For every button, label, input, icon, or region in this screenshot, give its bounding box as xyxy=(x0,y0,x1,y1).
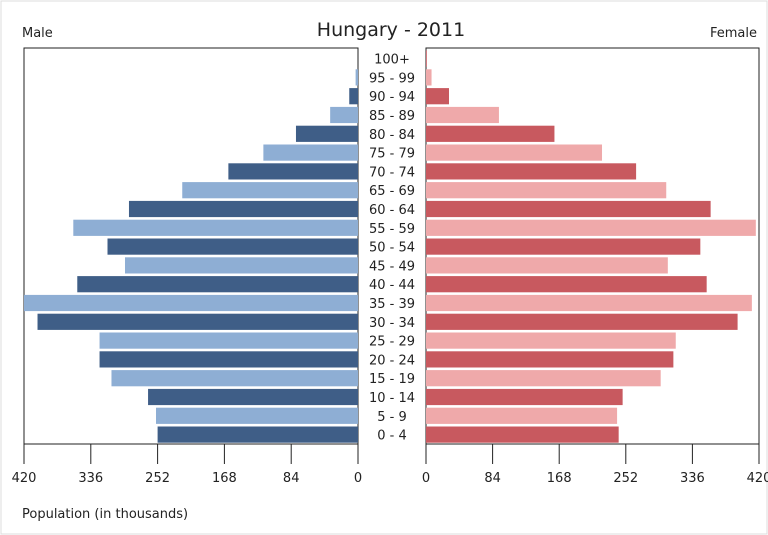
female-bar-55-59 xyxy=(426,219,756,236)
female-bar-25-29 xyxy=(426,332,676,349)
male-bar-75-79 xyxy=(263,144,358,161)
female-bar-45-49 xyxy=(426,257,668,274)
female-bar-20-24 xyxy=(426,351,674,368)
age-group-label: 80 - 84 xyxy=(369,128,415,143)
female-bars xyxy=(426,50,756,443)
male-side-label: Male xyxy=(22,26,53,41)
male-bar-50-54 xyxy=(107,238,358,255)
age-group-label: 0 - 4 xyxy=(377,429,407,444)
female-bar-70-74 xyxy=(426,163,637,180)
female-bar-0-4 xyxy=(426,426,619,443)
age-group-label: 20 - 24 xyxy=(369,353,415,368)
male-tick-label: 420 xyxy=(12,471,37,486)
female-bar-35-39 xyxy=(426,294,752,312)
male-bar-5-9 xyxy=(156,407,358,424)
age-group-label: 75 - 79 xyxy=(369,147,415,162)
male-tick-label: 84 xyxy=(283,471,300,486)
age-group-label: 85 - 89 xyxy=(369,109,415,124)
male-bar-30-34 xyxy=(37,313,359,330)
female-tick-label: 252 xyxy=(613,471,638,486)
female-tick-label: 0 xyxy=(422,471,430,486)
age-group-label: 40 - 44 xyxy=(369,278,415,293)
female-bar-40-44 xyxy=(426,276,707,293)
male-bar-20-24 xyxy=(99,351,359,368)
male-bars xyxy=(24,69,359,443)
male-bar-0-4 xyxy=(157,426,358,443)
age-group-label: 30 - 34 xyxy=(369,316,415,331)
male-tick-label: 252 xyxy=(145,471,170,486)
male-bar-35-39 xyxy=(24,294,358,312)
age-group-label: 65 - 69 xyxy=(369,184,415,199)
age-group-label: 90 - 94 xyxy=(369,90,415,105)
age-group-label: 25 - 29 xyxy=(369,335,415,350)
female-bar-90-94 xyxy=(426,88,449,105)
female-side-label: Female xyxy=(710,26,757,41)
female-tick-label: 84 xyxy=(484,471,501,486)
female-bar-65-69 xyxy=(426,182,667,199)
male-x-axis: 420 336 252 168 84 0 xyxy=(12,443,362,486)
age-group-label: 5 - 9 xyxy=(377,410,407,425)
male-tick-label: 168 xyxy=(212,471,237,486)
male-bar-40-44 xyxy=(77,276,359,293)
female-bar-5-9 xyxy=(426,407,618,424)
age-group-label: 10 - 14 xyxy=(369,391,415,406)
male-bar-15-19 xyxy=(111,370,358,387)
female-bar-85-89 xyxy=(426,106,499,124)
male-bar-60-64 xyxy=(128,200,358,218)
female-bar-75-79 xyxy=(426,144,603,161)
female-bar-30-34 xyxy=(426,313,738,330)
male-bar-55-59 xyxy=(73,219,359,236)
age-group-label: 55 - 59 xyxy=(369,222,415,237)
male-bar-70-74 xyxy=(228,163,358,180)
age-group-label: 45 - 49 xyxy=(369,259,415,274)
male-tick-label: 0 xyxy=(354,471,362,486)
age-group-label: 70 - 74 xyxy=(369,165,415,180)
x-axis-title: Population (in thousands) xyxy=(22,507,188,522)
male-bar-80-84 xyxy=(295,125,358,142)
age-group-label: 50 - 54 xyxy=(369,241,415,256)
male-tick-label: 336 xyxy=(78,471,103,486)
female-bar-95-99 xyxy=(426,69,432,86)
age-group-label: 60 - 64 xyxy=(369,203,415,218)
female-bar-50-54 xyxy=(426,238,701,255)
male-bar-25-29 xyxy=(99,332,359,349)
male-bar-90-94 xyxy=(349,88,358,105)
male-bar-65-69 xyxy=(182,182,358,199)
age-group-label: 35 - 39 xyxy=(369,297,415,312)
male-bar-45-49 xyxy=(124,257,358,274)
age-group-labels: 0 - 4 5 - 9 10 - 14 15 - 19 20 - 24 25 - 29 30… xyxy=(369,53,415,444)
female-tick-label: 420 xyxy=(747,471,768,486)
female-bar-15-19 xyxy=(426,370,661,387)
female-bar-80-84 xyxy=(426,125,555,142)
age-group-label: 100+ xyxy=(374,53,410,68)
male-bar-10-14 xyxy=(148,388,358,406)
female-tick-label: 168 xyxy=(547,471,572,486)
female-bar-100+ xyxy=(426,50,427,67)
female-x-axis: 0 84 168 252 336 420 xyxy=(422,443,768,486)
male-bar-95-99 xyxy=(355,69,358,86)
age-group-label: 95 - 99 xyxy=(369,71,415,86)
chart-title: Hungary - 2011 xyxy=(317,19,465,41)
male-bar-85-89 xyxy=(330,106,358,124)
female-bar-60-64 xyxy=(426,200,711,218)
female-bar-10-14 xyxy=(426,388,623,406)
age-group-label: 15 - 19 xyxy=(369,372,415,387)
female-tick-label: 336 xyxy=(680,471,705,486)
